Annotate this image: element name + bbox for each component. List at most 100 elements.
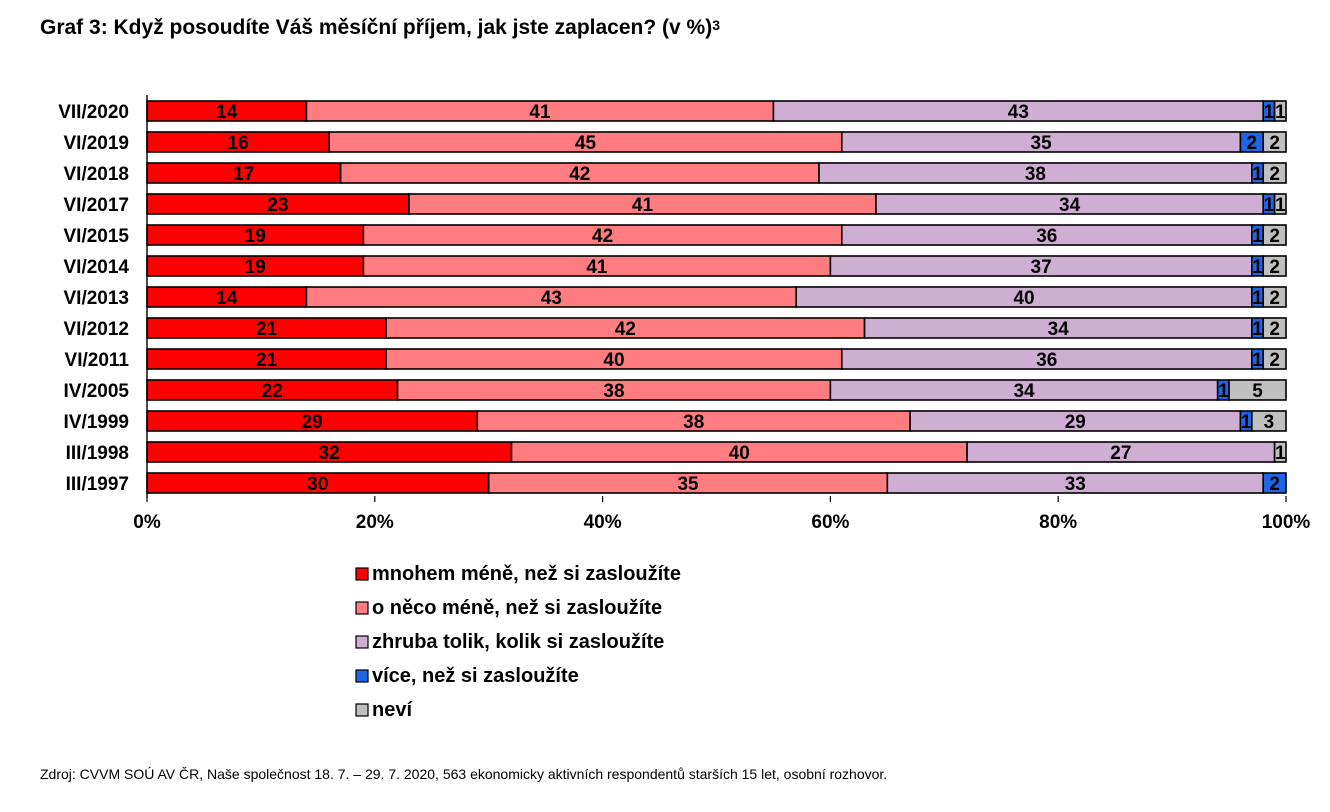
data-label: 40 (1013, 288, 1034, 309)
data-labels-layer: 14 41 43 1 116 45 35 2 217 42 38 1 223 41 34 1 119 42 36 1 2… (216, 102, 1286, 495)
data-label: 41 (586, 257, 608, 278)
data-label: 32 (319, 443, 340, 464)
x-tick-label: 0% (133, 512, 161, 533)
data-label: 41 (529, 102, 551, 123)
data-label: 36 (1036, 226, 1057, 247)
data-label: 1 (1252, 226, 1263, 247)
chart-title: Graf 3: Když posoudíte Váš měsíční příje… (40, 16, 720, 40)
data-label: 43 (541, 288, 562, 309)
data-label: 1 (1252, 257, 1263, 278)
data-label: 3 (1264, 412, 1275, 433)
data-label: 42 (569, 164, 590, 185)
chart-title-footnote: 3 (712, 17, 721, 33)
data-label: 14 (216, 102, 238, 123)
legend-label: o něco méně, než si zasloužíte (372, 597, 662, 619)
data-label: 43 (1008, 102, 1029, 123)
x-tick-label: 80% (1039, 512, 1077, 533)
category-label: IV/2005 (64, 381, 130, 402)
data-label: 5 (1252, 381, 1263, 402)
data-label: 27 (1110, 443, 1131, 464)
data-label: 16 (228, 133, 249, 154)
data-label: 34 (1059, 195, 1081, 216)
data-label: 37 (1031, 257, 1052, 278)
legend-label: více, než si zasloužíte (372, 665, 579, 687)
bar-segment (1228, 379, 1287, 401)
legend-label: zhruba tolik, kolik si zasloužíte (372, 631, 664, 653)
data-label: 1 (1252, 164, 1263, 185)
data-label: 40 (729, 443, 750, 464)
category-labels: VII/2020 VI/2019 VI/2018 VI/2017 VI/2015 VI/2… (58, 102, 129, 495)
data-label: 1 (1275, 195, 1286, 216)
data-label: 2 (1247, 133, 1258, 154)
chart-title-text: Graf 3: Když posoudíte Váš měsíční příje… (40, 16, 713, 39)
data-label: 35 (677, 474, 699, 495)
stacked-bar-chart: 14 41 43 1 116 45 35 2 217 42 38 1 223 41 34 1 119 42 36 1 2… (58, 95, 1310, 721)
category-label: VI/2017 (64, 195, 130, 216)
category-label: VI/2018 (64, 164, 130, 185)
bar-segment (1273, 100, 1287, 122)
data-label: 29 (302, 412, 323, 433)
x-tick-label: 40% (584, 512, 622, 533)
x-axis: 0% 20% 40% 60% 80% 100% (133, 95, 1310, 533)
legend-swatch (355, 703, 369, 717)
source-note: Zdroj: CVVM SOÚ AV ČR, Naše společnost 1… (40, 766, 888, 782)
data-label: 22 (262, 381, 283, 402)
bar-segment (1262, 472, 1287, 494)
data-label: 42 (592, 226, 613, 247)
x-tick-label: 100% (1262, 512, 1311, 533)
legend-swatch (355, 567, 369, 581)
data-label: 2 (1269, 474, 1280, 495)
x-tick-label: 60% (811, 512, 849, 533)
data-label: 34 (1048, 319, 1070, 340)
data-label: 17 (233, 164, 254, 185)
data-label: 45 (575, 133, 597, 154)
data-label: 29 (1065, 412, 1086, 433)
bars-layer (146, 100, 1287, 494)
data-label: 1 (1275, 102, 1286, 123)
data-label: 41 (632, 195, 654, 216)
data-label: 2 (1269, 350, 1280, 371)
category-label: VI/2012 (64, 319, 130, 340)
data-label: 1 (1252, 319, 1263, 340)
data-label: 2 (1269, 288, 1280, 309)
category-label: VI/2015 (64, 226, 130, 247)
legend-swatch (355, 601, 369, 615)
data-label: 34 (1013, 381, 1035, 402)
legend-swatch (355, 635, 369, 649)
data-label: 2 (1269, 257, 1280, 278)
category-label: VI/2014 (64, 257, 130, 278)
bar-segment (1262, 255, 1287, 277)
data-label: 1 (1218, 381, 1229, 402)
bar-segment (1273, 441, 1287, 463)
x-tick-label: 20% (356, 512, 394, 533)
data-label: 1 (1241, 412, 1252, 433)
data-label: 2 (1269, 226, 1280, 247)
data-label: 30 (307, 474, 328, 495)
category-label: VI/2011 (65, 350, 130, 371)
legend: mnohem méně, než si zasloužíte o něco mén… (355, 563, 681, 721)
category-label: VII/2020 (58, 102, 129, 123)
data-label: 38 (1025, 164, 1046, 185)
bar-segment (1251, 410, 1287, 432)
category-label: VI/2013 (64, 288, 130, 309)
category-label: IV/1999 (64, 412, 130, 433)
data-label: 35 (1031, 133, 1053, 154)
category-label: III/1998 (66, 443, 129, 464)
legend-label: mnohem méně, než si zasloužíte (372, 563, 681, 585)
bar-segment (1262, 162, 1287, 184)
bar-segment (1262, 286, 1287, 308)
bar-segment (1262, 224, 1287, 246)
data-label: 21 (256, 350, 278, 371)
data-label: 19 (245, 226, 266, 247)
bar-segment (1262, 317, 1287, 339)
legend-swatch (355, 669, 369, 683)
data-label: 38 (683, 412, 704, 433)
bar-segment (1262, 131, 1287, 153)
data-label: 1 (1275, 443, 1286, 464)
legend-label: neví (372, 699, 413, 721)
data-label: 2 (1269, 164, 1280, 185)
data-label: 38 (603, 381, 624, 402)
data-label: 1 (1252, 288, 1263, 309)
data-label: 14 (216, 288, 238, 309)
data-label: 19 (245, 257, 266, 278)
